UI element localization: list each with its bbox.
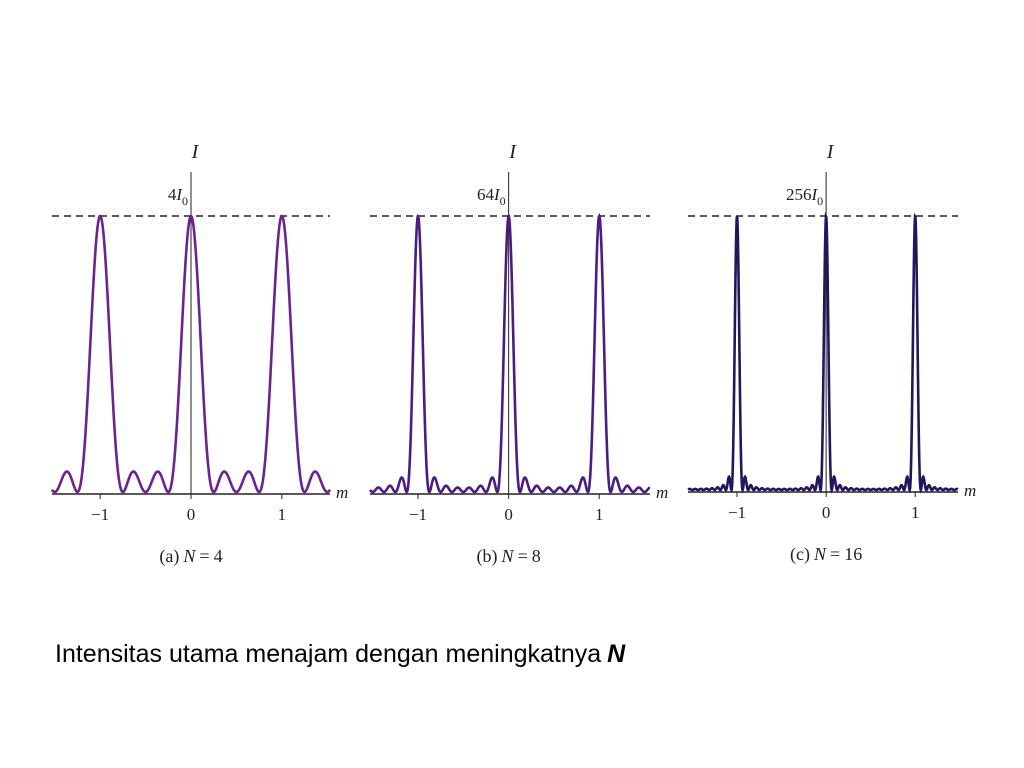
- x-tick-label: 0: [187, 505, 196, 524]
- panel-var: N: [501, 546, 515, 566]
- x-tick-label: 0: [504, 505, 513, 524]
- panel-op: =: [199, 546, 209, 566]
- peak-label: 64I0: [477, 185, 506, 208]
- x-axis-label: m: [964, 481, 976, 500]
- panel-op: =: [518, 546, 528, 566]
- peak-sub: 0: [817, 194, 823, 208]
- panel-var: N: [182, 546, 196, 566]
- peak-coef: 256: [786, 185, 812, 204]
- peak-coef: 4: [168, 185, 177, 204]
- panel-n: 8: [532, 546, 541, 566]
- peak-symbol: I: [810, 185, 818, 204]
- caption-emphasis: N: [607, 640, 626, 668]
- peak-label: 4I0: [168, 185, 188, 208]
- intensity-curve: [50, 214, 332, 494]
- panel-n: 4: [214, 546, 223, 566]
- x-tick-label: 1: [595, 505, 604, 524]
- panel-caption: (b) N = 8: [477, 546, 541, 567]
- panel-caption: (c) N = 16: [790, 544, 862, 565]
- x-tick-label: −1: [728, 503, 746, 522]
- x-tick-label: 1: [278, 505, 287, 524]
- x-tick-label: 0: [822, 503, 831, 522]
- caption-text: Intensitas utama menajam dengan meningka…: [55, 640, 602, 668]
- peak-sub: 0: [182, 194, 188, 208]
- peak-coef: 64: [477, 185, 495, 204]
- x-tick-label: −1: [91, 505, 109, 524]
- y-axis-label: I: [826, 141, 835, 163]
- peak-symbol: I: [493, 185, 501, 204]
- intensity-curve: [687, 211, 959, 494]
- panel-tag: (b): [477, 546, 498, 567]
- intensity-curve: [368, 213, 651, 494]
- x-axis-label: m: [336, 483, 348, 502]
- panel-var: N: [813, 544, 827, 564]
- panel-n: 16: [844, 544, 862, 564]
- peak-sub: 0: [500, 194, 506, 208]
- x-tick-label: 1: [911, 503, 920, 522]
- panel-tag: (a): [159, 546, 179, 567]
- y-axis-label: I: [508, 141, 517, 163]
- panel-caption: (a) N = 4: [159, 546, 222, 567]
- x-tick-label: −1: [409, 505, 427, 524]
- panel-op: =: [830, 544, 840, 564]
- panel-tag: (c): [790, 544, 810, 565]
- peak-symbol: I: [175, 185, 183, 204]
- peak-label: 256I0: [786, 185, 823, 208]
- y-axis-label: I: [191, 141, 200, 163]
- x-axis-label: m: [656, 483, 668, 502]
- caption: Intensitas utama menajam dengan meningka…: [55, 640, 625, 669]
